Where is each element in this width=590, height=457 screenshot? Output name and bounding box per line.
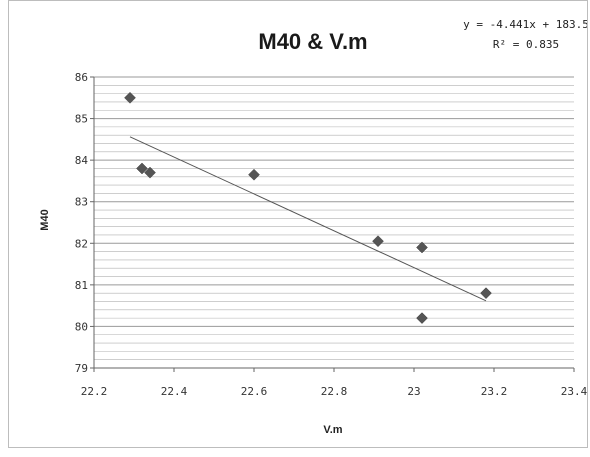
data-point xyxy=(416,312,428,324)
y-tick-label: 85 xyxy=(75,113,88,126)
gridlines xyxy=(94,76,574,360)
x-tick-label: 23.2 xyxy=(481,385,508,398)
trendline-equation: y = -4.441x + 183.5 xyxy=(463,18,587,31)
x-axis-label: V.m xyxy=(323,424,342,436)
x-tick-label: 22.4 xyxy=(161,385,188,398)
data-point xyxy=(248,168,260,181)
y-tick-label: 86 xyxy=(75,71,88,84)
y-tick-label: 81 xyxy=(75,279,88,292)
trendline xyxy=(129,136,487,302)
data-point xyxy=(480,287,492,300)
tick-labels: 79 80 81 82 83 84 85 86 22.2 22.4 22.6 22.8 23 23.2 23… xyxy=(75,71,587,398)
trendline-r-squared: R² = 0.835 xyxy=(493,38,559,51)
data-point xyxy=(416,241,428,254)
y-tick-label: 82 xyxy=(75,237,88,250)
scatter-plot: M40 & V.m y = -4.441x + 183.5 R² = 0.835… xyxy=(39,18,587,436)
data-point xyxy=(124,91,136,104)
y-tick-label: 80 xyxy=(75,320,88,333)
data-point xyxy=(144,166,156,179)
x-tick-label: 22.6 xyxy=(241,385,268,398)
y-tick-label: 83 xyxy=(75,196,88,209)
data-point xyxy=(372,235,384,248)
chart-title: M40 & V.m xyxy=(258,29,367,54)
x-tick-label: 23.4 xyxy=(561,385,587,398)
axes xyxy=(90,76,575,372)
x-tick-label: 23 xyxy=(407,385,420,398)
x-tick-label: 22.8 xyxy=(321,385,348,398)
y-tick-label: 79 xyxy=(75,362,88,375)
trendline-line xyxy=(129,136,487,302)
x-tick-label: 22.2 xyxy=(81,385,108,398)
data-point xyxy=(136,162,148,175)
chart-area: M40 & V.m y = -4.441x + 183.5 R² = 0.835… xyxy=(8,0,588,448)
data-points xyxy=(124,91,492,324)
y-tick-label: 84 xyxy=(75,154,89,167)
y-axis-label: M40 xyxy=(39,209,51,230)
